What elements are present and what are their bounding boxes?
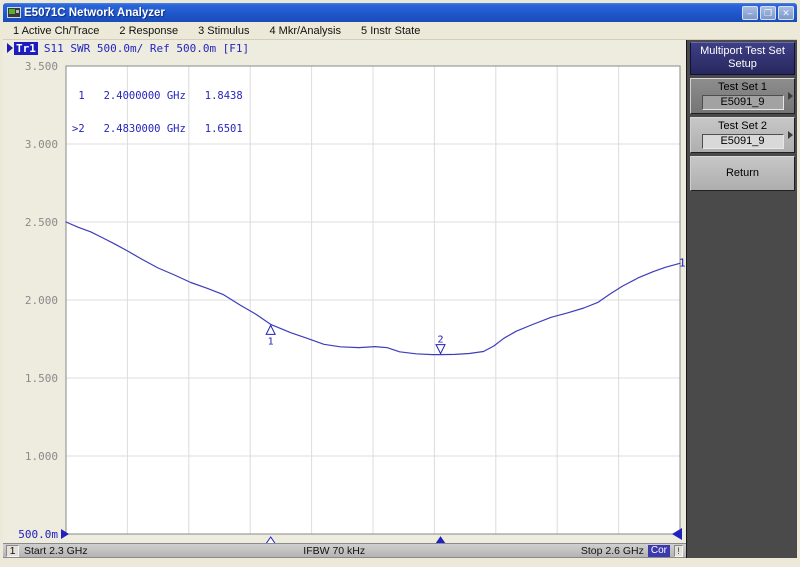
marker-2-stimulus-indicator[interactable] xyxy=(435,536,446,543)
softkey-return[interactable]: Return xyxy=(690,156,795,191)
menu-item-instr-state[interactable]: 5 Instr State xyxy=(361,24,421,37)
marker-2-number: 2 xyxy=(438,335,444,346)
close-button[interactable]: ✕ xyxy=(778,5,794,20)
window-title: E5071C Network Analyzer xyxy=(24,6,165,19)
menu-item-active-ch-trace[interactable]: 1 Active Ch/Trace xyxy=(13,24,100,37)
menu-item-stimulus[interactable]: 3 Stimulus xyxy=(198,24,250,37)
menu-bar: 1 Active Ch/Trace 2 Response 3 Stimulus … xyxy=(3,22,797,40)
stop-frequency: Stop 2.6 GHz xyxy=(580,544,644,557)
ifbw-value: IFBW 70 kHz xyxy=(303,544,366,557)
y-tick-label: 1.000 xyxy=(25,450,58,463)
menu-item-mkr-analysis[interactable]: 4 Mkr/Analysis xyxy=(269,24,342,37)
ref-level-arrow-right xyxy=(672,528,682,540)
y-tick-label: 3.000 xyxy=(25,138,58,151)
ref-level-arrow-left xyxy=(61,529,69,539)
y-tick-label: 2.500 xyxy=(25,216,58,229)
swr-trace xyxy=(65,221,681,356)
channel-number: 1 xyxy=(6,544,19,557)
swr-chart: 3.500 3.000 2.500 2.000 1.500 1.000 500.0m 1 1 2 xyxy=(18,60,686,543)
softkey-sidebar: Multiport Test Set Setup Test Set 1 E509… xyxy=(686,40,797,558)
minimize-button[interactable]: – xyxy=(742,5,758,20)
softkey-label: Return xyxy=(725,167,760,179)
active-trace-arrow-icon xyxy=(7,43,13,53)
softkey-test-set-2[interactable]: Test Set 2 E5091_9 xyxy=(690,117,795,153)
status-bar: 1 Start 2.3 GHz IFBW 70 kHz Stop 2.6 GHz… xyxy=(3,543,686,558)
trace-end-label: 1 xyxy=(679,256,686,269)
title-bar: E5071C Network Analyzer – ❐ ✕ xyxy=(3,3,797,22)
trace-status-line: Tr1 S11 SWR 500.0m/ Ref 500.0m [F1] xyxy=(3,40,686,56)
correction-badge: Cor xyxy=(647,544,670,557)
marker-1-symbol[interactable] xyxy=(265,324,276,335)
softkey-label: Test Set 1 xyxy=(718,81,767,93)
softkey-value: E5091_9 xyxy=(701,95,784,110)
submenu-arrow-icon xyxy=(788,92,793,100)
start-frequency: Start 2.3 GHz xyxy=(24,544,88,557)
restore-button[interactable]: ❐ xyxy=(760,5,776,20)
marker-1-stimulus-indicator[interactable] xyxy=(265,536,276,543)
softkey-menu-title: Multiport Test Set Setup xyxy=(690,42,795,75)
trace-badge[interactable]: Tr1 xyxy=(14,41,38,55)
menu-item-response[interactable]: 2 Response xyxy=(119,24,179,37)
softkey-label: Test Set 2 xyxy=(718,120,767,132)
app-icon xyxy=(7,7,21,18)
status-alert: ! xyxy=(674,544,683,557)
plot-border xyxy=(65,65,681,535)
marker-readout-row-1: 1 2.4000000 GHz 1.8438 xyxy=(72,90,243,102)
marker-readout-row-2: >2 2.4830000 GHz 1.6501 xyxy=(72,123,243,135)
submenu-arrow-icon xyxy=(788,131,793,139)
y-tick-label: 3.500 xyxy=(25,60,58,73)
softkey-value: E5091_9 xyxy=(701,134,784,149)
instrument-screen: Tr1 S11 SWR 500.0m/ Ref 500.0m [F1] 3.50… xyxy=(3,40,686,558)
marker-readout: 1 2.4000000 GHz 1.8438 >2 2.4830000 GHz … xyxy=(72,69,243,157)
y-tick-label: 500.0m xyxy=(18,528,58,541)
y-tick-label: 1.500 xyxy=(25,372,58,385)
softkey-test-set-1[interactable]: Test Set 1 E5091_9 xyxy=(690,78,795,114)
plot-region: 3.500 3.000 2.500 2.000 1.500 1.000 500.0m 1 1 2 … xyxy=(3,56,686,543)
trace-settings-text: S11 SWR 500.0m/ Ref 500.0m [F1] xyxy=(43,41,250,55)
marker-1-number: 1 xyxy=(268,336,274,347)
marker-2-symbol[interactable] xyxy=(435,344,446,355)
y-tick-label: 2.000 xyxy=(25,294,58,307)
